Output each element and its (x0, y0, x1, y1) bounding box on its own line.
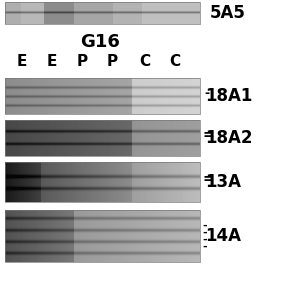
Bar (5, 120, 200, 156)
Text: 18A1: 18A1 (205, 87, 252, 105)
Text: 18A2: 18A2 (205, 129, 253, 147)
Text: 14A: 14A (205, 227, 241, 245)
Bar (5, 2, 200, 24)
Text: -: - (202, 221, 206, 231)
Text: C: C (139, 55, 151, 70)
Text: E: E (47, 55, 57, 70)
Text: P: P (77, 55, 88, 70)
Text: 5A5: 5A5 (210, 4, 246, 22)
Text: C: C (169, 55, 181, 70)
Bar (5, 210, 200, 262)
Text: 13A: 13A (205, 173, 241, 191)
Text: E: E (17, 55, 27, 70)
Text: -: - (202, 235, 206, 245)
Bar (5, 162, 200, 202)
Text: G16: G16 (80, 33, 120, 51)
Text: =: = (202, 128, 214, 142)
Text: -: - (202, 228, 206, 238)
Text: -: - (202, 242, 206, 252)
Bar (5, 78, 200, 114)
Text: =: = (202, 172, 214, 186)
Text: -: - (204, 88, 209, 101)
Text: P: P (106, 55, 117, 70)
